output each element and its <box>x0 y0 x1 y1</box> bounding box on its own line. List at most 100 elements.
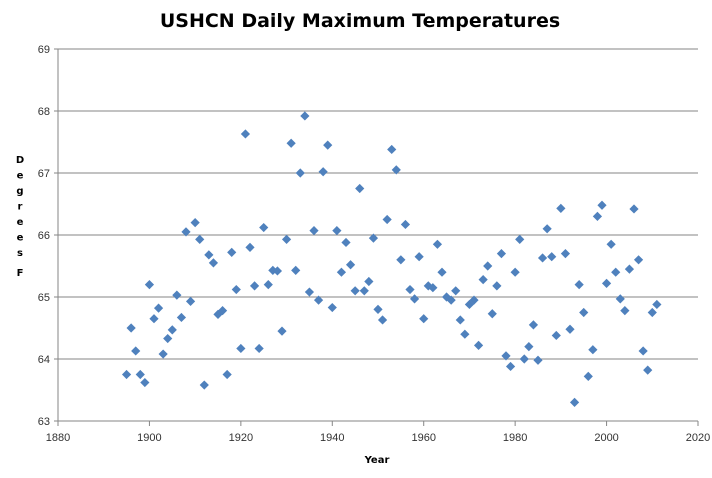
data-point <box>400 219 411 230</box>
data-point <box>140 377 150 388</box>
data-point <box>382 214 392 225</box>
data-point <box>259 222 269 233</box>
data-point <box>222 369 232 380</box>
x-tick-label: 1960 <box>411 432 435 444</box>
data-point <box>268 265 278 275</box>
data-point <box>652 299 662 310</box>
data-point <box>437 267 447 277</box>
data-point <box>624 264 635 274</box>
y-tick-label: 64 <box>38 354 50 366</box>
data-point <box>542 224 552 234</box>
data-point <box>286 138 296 148</box>
data-point <box>638 346 648 356</box>
data-point <box>309 226 319 236</box>
data-point <box>181 227 191 237</box>
data-point <box>295 168 305 178</box>
data-point <box>519 354 529 364</box>
data-point <box>391 165 401 175</box>
data-point <box>131 346 141 356</box>
data-point <box>396 255 406 265</box>
data-point <box>569 397 580 407</box>
data-point <box>560 249 571 259</box>
data-point <box>611 267 621 277</box>
y-tick-label: 63 <box>38 416 50 428</box>
x-tick-label: 1880 <box>46 432 70 444</box>
data-point <box>350 286 360 296</box>
data-point <box>327 302 337 313</box>
data-point <box>176 312 187 323</box>
data-point <box>158 349 168 359</box>
data-point <box>409 294 420 304</box>
y-tick-labels: 63 64 65 66 67 68 69 <box>38 44 50 428</box>
data-point <box>432 239 443 249</box>
data-point <box>126 323 136 333</box>
data-point <box>451 286 461 296</box>
data-point <box>304 287 315 297</box>
data-point <box>172 290 182 300</box>
data-point <box>478 275 488 285</box>
data-point <box>473 340 484 350</box>
data-point <box>263 280 273 290</box>
x-tick-label: 1940 <box>320 432 344 444</box>
data-point <box>135 369 145 380</box>
data-point <box>249 281 260 291</box>
data-point <box>487 309 497 319</box>
data-point <box>236 343 246 354</box>
data-point <box>515 234 525 244</box>
data-point <box>227 247 237 257</box>
data-point <box>419 314 429 324</box>
y-tick-label: 67 <box>38 168 50 180</box>
data-point <box>121 369 132 380</box>
data-point <box>597 200 607 210</box>
data-point <box>291 265 301 275</box>
x-tick-label: 1920 <box>229 432 253 444</box>
data-point <box>592 211 603 221</box>
data-point <box>446 295 456 305</box>
data-point <box>281 234 292 244</box>
x-tick-label: 1900 <box>137 432 161 444</box>
data-point <box>245 242 255 252</box>
data-point <box>313 295 324 305</box>
data-point <box>528 320 539 330</box>
data-point <box>185 296 196 306</box>
data-point <box>163 333 173 344</box>
data-point <box>364 276 374 287</box>
data-point <box>537 253 548 263</box>
data-point <box>153 303 164 313</box>
data-point <box>533 355 543 365</box>
data-point <box>272 266 283 276</box>
data-point <box>505 361 516 372</box>
data-point <box>231 284 241 295</box>
data-point <box>277 326 287 336</box>
data-point <box>551 330 561 341</box>
x-axis-label: Year <box>364 455 390 466</box>
data-point <box>387 144 397 155</box>
data-point <box>368 233 379 243</box>
data-point <box>501 351 511 361</box>
data-point <box>647 307 657 318</box>
data-point <box>323 140 333 150</box>
data-point <box>492 281 502 291</box>
data-point <box>643 365 653 375</box>
data-point <box>629 204 639 214</box>
data-point <box>455 315 465 325</box>
data-point <box>195 234 205 244</box>
data-point <box>469 295 479 305</box>
data-point <box>355 183 365 194</box>
data-point <box>556 203 566 213</box>
x-tick-label: 2000 <box>594 432 618 444</box>
data-point <box>300 111 310 121</box>
data-point <box>583 371 593 381</box>
data-point <box>615 294 625 304</box>
data-point <box>332 226 342 236</box>
data-point <box>579 307 589 318</box>
data-point <box>565 324 575 334</box>
data-point <box>359 286 369 296</box>
data-point <box>483 261 493 271</box>
data-point <box>199 380 209 390</box>
data-point <box>149 314 159 324</box>
gridlines <box>54 48 699 426</box>
data-point <box>217 306 228 316</box>
